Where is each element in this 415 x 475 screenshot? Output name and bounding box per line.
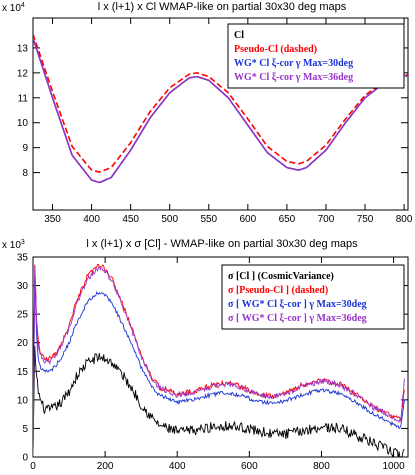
chart-2-series-group [33,263,405,457]
chart-2-series-1-line [33,345,405,457]
chart-1-y-tick-label: 9 [22,143,28,154]
chart-1-series-4-line [33,37,408,184]
chart-1-y-tick-label: 10 [17,118,29,129]
chart-1-plot-area [32,17,409,211]
chart-1-legend: Cl Pseudo-Cl (dashed) WG* Cl ξ-cor γ Max… [227,23,405,89]
chart-2-legend: σ [Cl ] (CosmicVariance) σ [Pseudo-Cl ] … [221,264,405,330]
chart-1-legend-cl: Cl [234,30,244,41]
chart-1-x-tick-label: 500 [161,214,178,225]
chart-1-y-tick-label: 11 [18,93,29,104]
chart-2-legend-cosmic: σ [Cl ] (CosmicVariance) [228,271,334,282]
chart-2-x-tick-label: 200 [97,461,114,472]
chart-2-plot-area [32,256,409,458]
chart-2-y-exponent: x 103 [2,239,25,251]
chart-1-y-tick-label: 8 [22,168,28,179]
chart-2-legend-pseudo-cl: σ [Pseudo-Cl ] (dashed) [228,285,328,296]
chart-1-x-tick-label: 400 [83,214,100,225]
chart-2-x-tick-label: 0 [30,461,36,472]
chart-2-title: l x (l+1) x σ [Cl] - WMAP-like on partia… [86,238,358,250]
chart-2-x-tick-label: 1000 [382,461,405,472]
chart-2-series-4-line [33,265,405,457]
chart-1-y-tick-label: 12 [17,68,29,79]
chart-2-x-tick-label: 400 [169,461,186,472]
chart-1-x-tick-label: 750 [357,214,374,225]
chart-2-y-tick-label: 15 [17,367,29,378]
chart-2-y-tick-label: 35 [17,253,29,264]
chart-2-y-tick-label: 0 [22,453,28,464]
chart-1-y-exponent: x 104 [2,2,25,14]
chart-2-series-2-line [33,263,405,457]
chart-1-legend-wg30: WG* Cl ξ-cor γ Max=30deg [234,58,353,69]
chart-2-y-tick-label: 30 [17,281,29,292]
chart-1-x-tick-label: 650 [279,214,296,225]
chart-2-y-tick-label: 10 [17,395,29,406]
chart-1-y-tick-label: 13 [17,43,29,54]
chart-2: l x (l+1) x σ [Cl] - WMAP-like on partia… [2,238,409,472]
chart-1-series-group [33,33,408,184]
chart-2-series-3-line [33,276,405,457]
chart-1-legend-box [227,23,405,89]
chart-1-x-tick-label: 800 [396,214,413,225]
chart-2-y-tick-label: 5 [22,424,28,435]
chart-2-y-tick-label: 20 [17,338,29,349]
chart-2-legend-wg30: σ [ WG* Cl ξ-cor ] γ Max=30deg [228,299,367,310]
chart-1-legend-wg36: WG* Cl ξ-cor γ Max=36deg [234,72,353,83]
chart-2-x-tick-label: 600 [241,461,258,472]
chart-1-series-2-line [33,33,408,173]
chart-2-x-tick-label: 800 [313,461,330,472]
chart-2-y-tick-label: 25 [17,310,29,321]
chart-1-title: l x (l+1) x Cl WMAP-like on partial 30x3… [98,1,347,13]
chart-1-x-tick-label: 600 [240,214,257,225]
chart-1: l x (l+1) x Cl WMAP-like on partial 30x3… [2,1,413,225]
chart-1-legend-pseudo-cl: Pseudo-Cl (dashed) [234,44,317,55]
chart-1-x-tick-label: 350 [44,214,61,225]
chart-2-legend-wg36: σ [ WG* Cl ξ-cor ] γ Max=36deg [228,313,367,324]
chart-1-x-tick-label: 450 [122,214,139,225]
chart-1-x-tick-label: 550 [200,214,217,225]
chart-1-x-tick-label: 700 [318,214,335,225]
chart-2-legend-box [221,264,405,330]
